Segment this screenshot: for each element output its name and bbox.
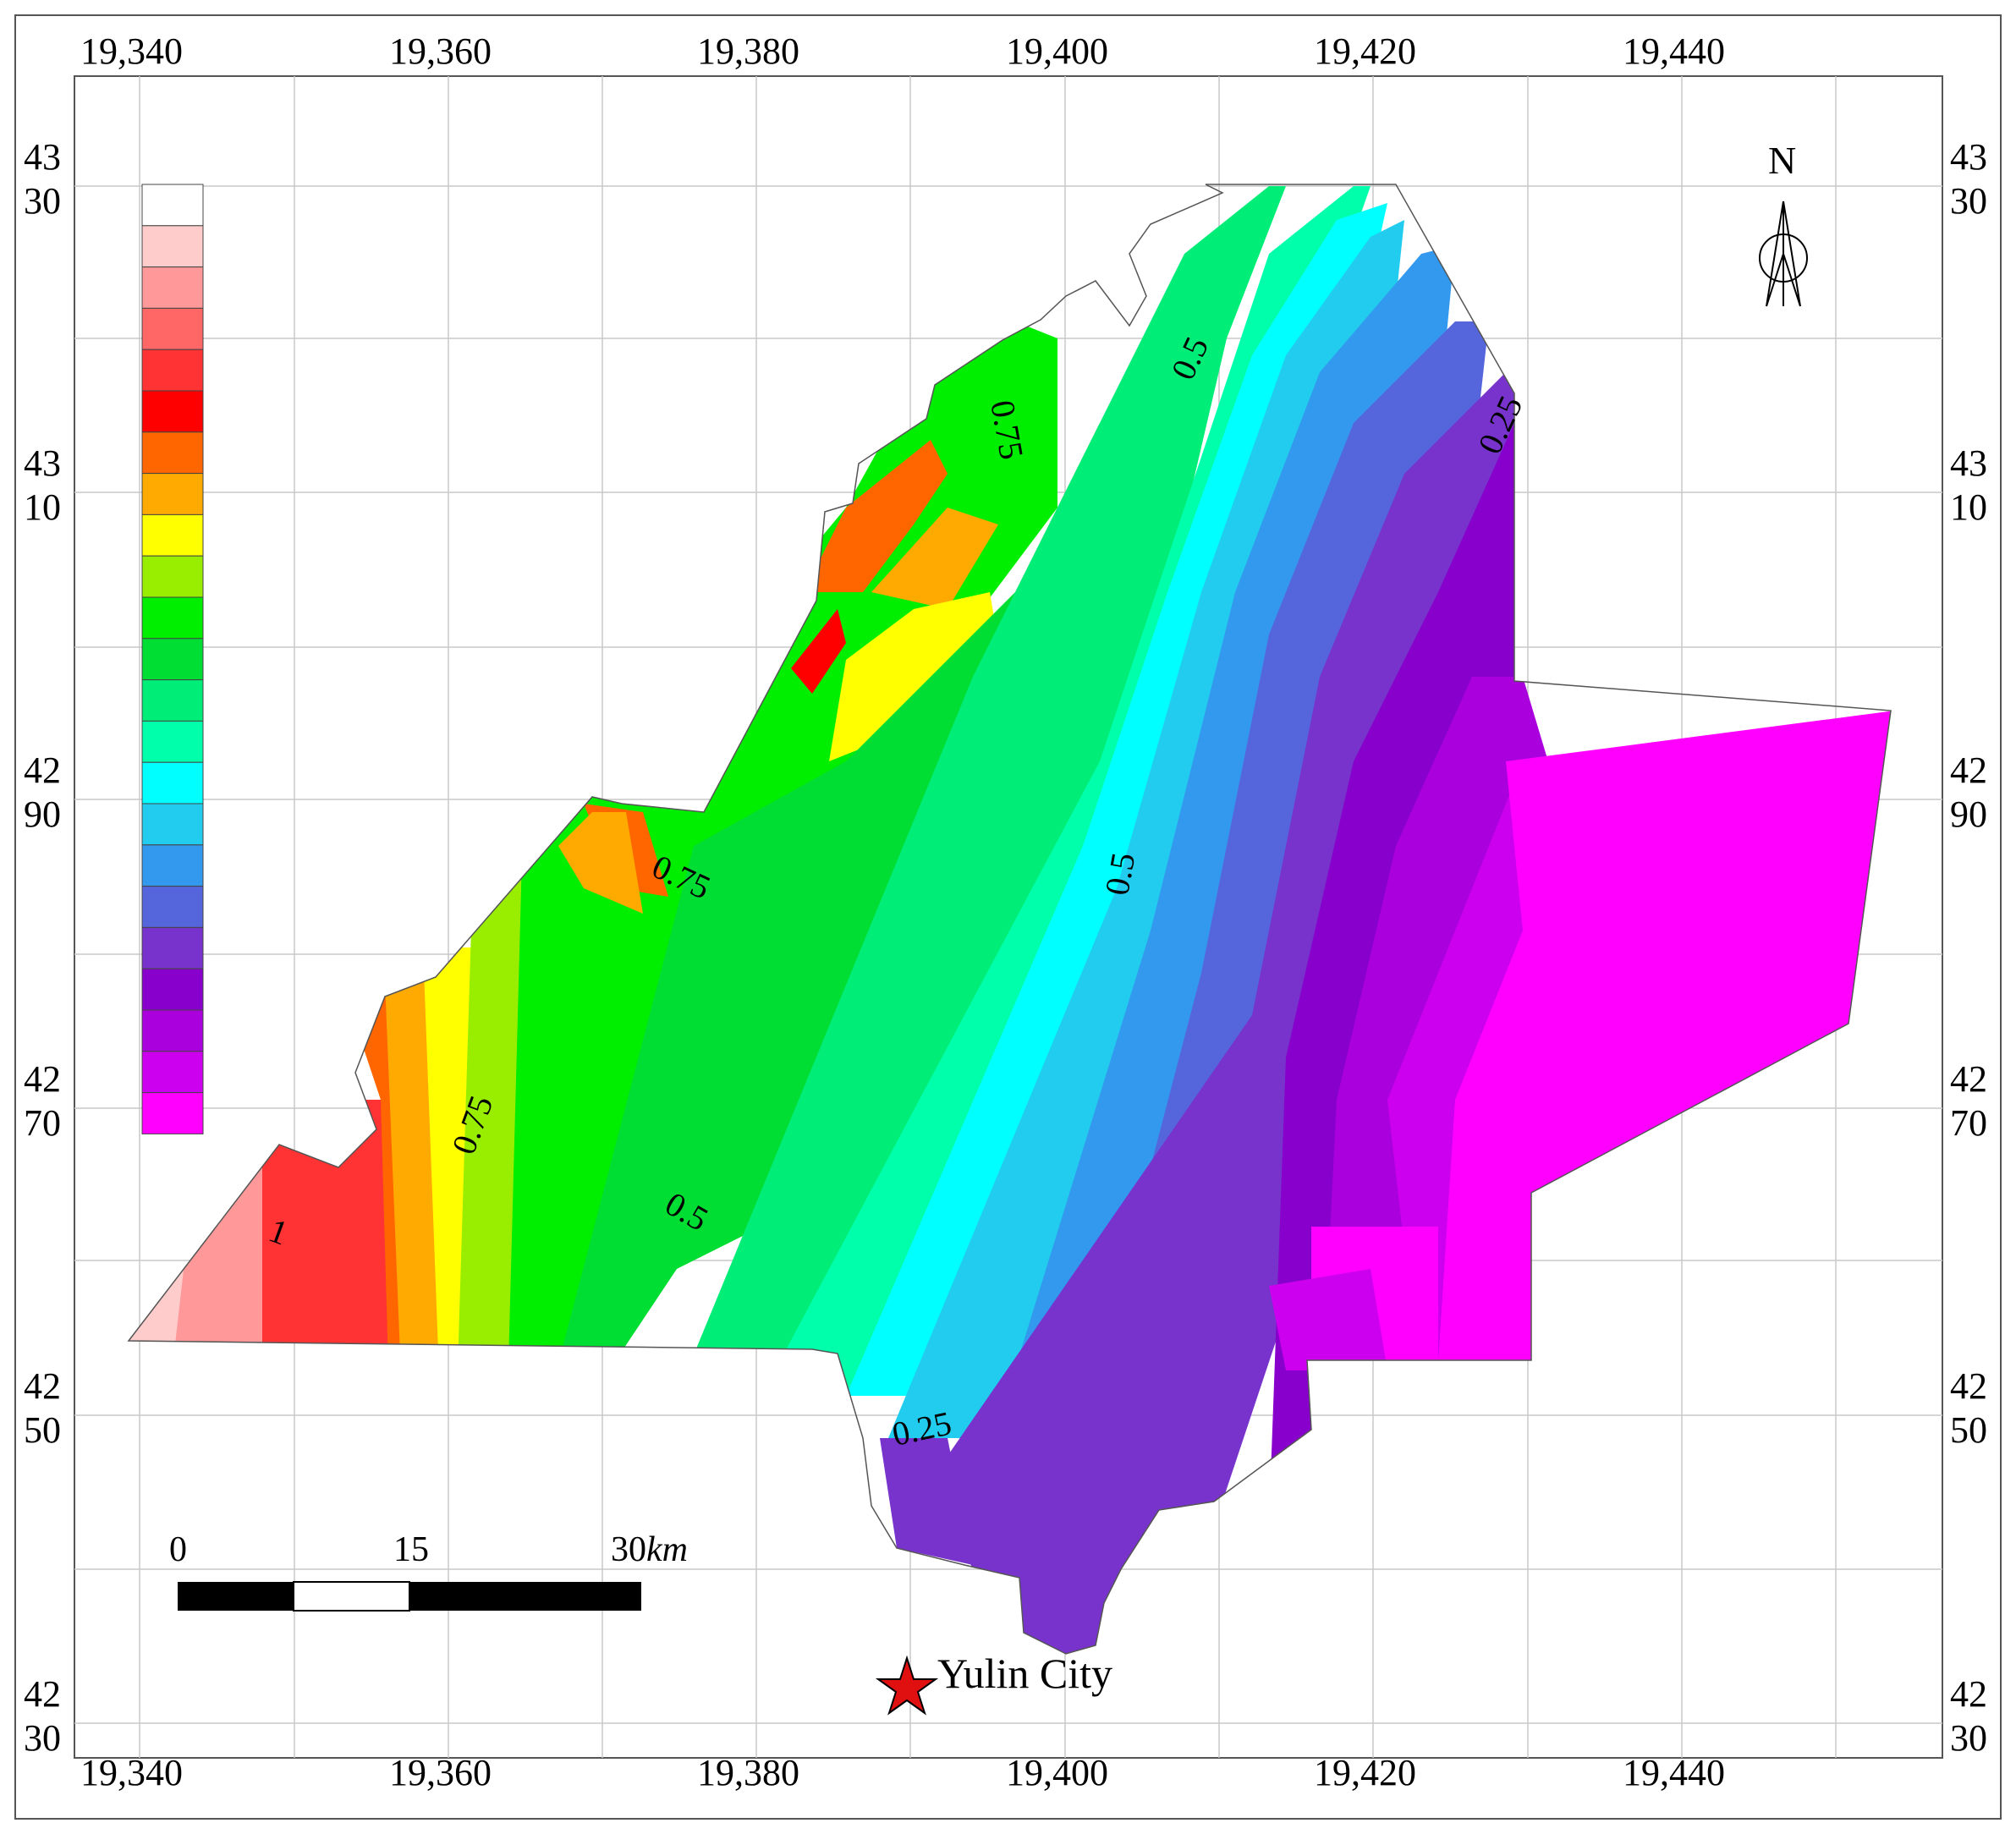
legend-swatch [141, 513, 204, 557]
x-tick-label: 19,340 [80, 1752, 183, 1793]
x-tick-label: 19,420 [1314, 1752, 1416, 1793]
y-tick-label-top: 43 [1950, 136, 1987, 178]
contour-fill [129, 186, 1891, 1654]
outer-frame [14, 14, 2002, 1820]
legend-swatch [141, 184, 204, 227]
legend-swatch [141, 968, 204, 1011]
y-tick-label-bottom: 10 [24, 486, 61, 528]
x-tick-label: 19,400 [1006, 1752, 1108, 1793]
legend-swatch [141, 926, 204, 969]
x-tick-label: 19,360 [389, 30, 492, 72]
legend-swatch [141, 803, 204, 846]
x-tick-label: 19,440 [1623, 30, 1725, 72]
y-tick-label-top: 43 [24, 136, 61, 178]
legend-swatch [141, 679, 204, 722]
x-tick-label: 19,340 [80, 30, 183, 72]
scale-segment-1 [178, 1582, 294, 1611]
legend-swatch [141, 1009, 204, 1052]
y-tick-label-top: 42 [1950, 1058, 1987, 1100]
legend-swatch [141, 390, 204, 433]
legend-swatch [141, 886, 204, 928]
x-tick-label: 19,420 [1314, 30, 1416, 72]
y-tick-label-top: 43 [24, 442, 61, 484]
legend-swatch [141, 225, 204, 268]
legend-swatch [141, 720, 204, 763]
scale-segment-2 [293, 1581, 410, 1612]
y-tick-label-bottom: 10 [1950, 486, 1987, 528]
x-axis-top: 19,340 19,360 19,380 19,400 19,420 19,440 [80, 30, 1725, 72]
north-arrow: N [1759, 139, 1808, 307]
y-tick-label-top: 42 [24, 1673, 61, 1715]
x-tick-label: 19,440 [1623, 1752, 1725, 1793]
x-axis-bottom: 19,340 19,360 19,380 19,400 19,420 19,440 [80, 1752, 1725, 1793]
y-tick-label-bottom: 90 [24, 793, 61, 835]
legend-swatch [141, 473, 204, 515]
x-tick-label: 19,380 [697, 30, 799, 72]
y-tick-label-top: 42 [1950, 750, 1987, 791]
legend-swatch [141, 844, 204, 887]
city-label: Yulin City [937, 1650, 1112, 1697]
contour-label: 0.5 [1097, 850, 1142, 898]
north-label: N [1768, 139, 1796, 182]
y-tick-label-bottom: 30 [1950, 180, 1987, 222]
x-tick-label: 19,360 [389, 1752, 492, 1793]
y-tick-label-top: 42 [24, 1058, 61, 1100]
scale-label-mid: 15 [393, 1530, 429, 1569]
scale-bar: 0 15 30km [169, 1530, 688, 1612]
scale-label-end: 30km [611, 1530, 688, 1569]
y-tick-label-bottom: 30 [24, 1717, 61, 1759]
y-tick-label-top: 42 [24, 750, 61, 791]
y-tick-label-top: 42 [24, 1365, 61, 1407]
x-tick-label: 19,400 [1006, 30, 1108, 72]
y-tick-label-bottom: 30 [24, 180, 61, 222]
city-marker: Yulin City [875, 1650, 1112, 1716]
y-tick-label-top: 42 [1950, 1673, 1987, 1715]
region-outline [127, 184, 1892, 1655]
legend-swatch [141, 1051, 204, 1094]
scale-unit: km [646, 1530, 688, 1569]
scale-label-end-value: 30 [611, 1530, 646, 1569]
x-tick-label: 19,380 [697, 1752, 799, 1793]
y-tick-label-bottom: 90 [1950, 793, 1987, 835]
y-tick-label-top: 42 [1950, 1365, 1987, 1407]
color-legend [141, 184, 204, 1134]
y-tick-label-bottom: 70 [1950, 1102, 1987, 1144]
star-icon [875, 1655, 939, 1716]
legend-swatch [141, 596, 204, 640]
y-tick-label-bottom: 70 [24, 1102, 61, 1144]
legend-swatch [141, 307, 204, 350]
y-tick-label-bottom: 30 [1950, 1717, 1987, 1759]
map-frame [74, 75, 1943, 1759]
legend-swatch [141, 761, 204, 804]
scale-segment-3 [409, 1582, 641, 1611]
y-tick-label-bottom: 50 [24, 1409, 61, 1451]
legend-swatch [141, 555, 204, 598]
legend-swatch [141, 349, 204, 392]
y-tick-label-top: 43 [1950, 442, 1987, 484]
north-arrow-icon [1766, 200, 1801, 307]
legend-swatch [141, 431, 204, 475]
scale-label-zero: 0 [169, 1530, 187, 1569]
y-tick-label-bottom: 50 [1950, 1409, 1987, 1451]
legend-swatch [141, 1092, 204, 1134]
legend-swatch [141, 638, 204, 681]
legend-swatch [141, 266, 204, 309]
